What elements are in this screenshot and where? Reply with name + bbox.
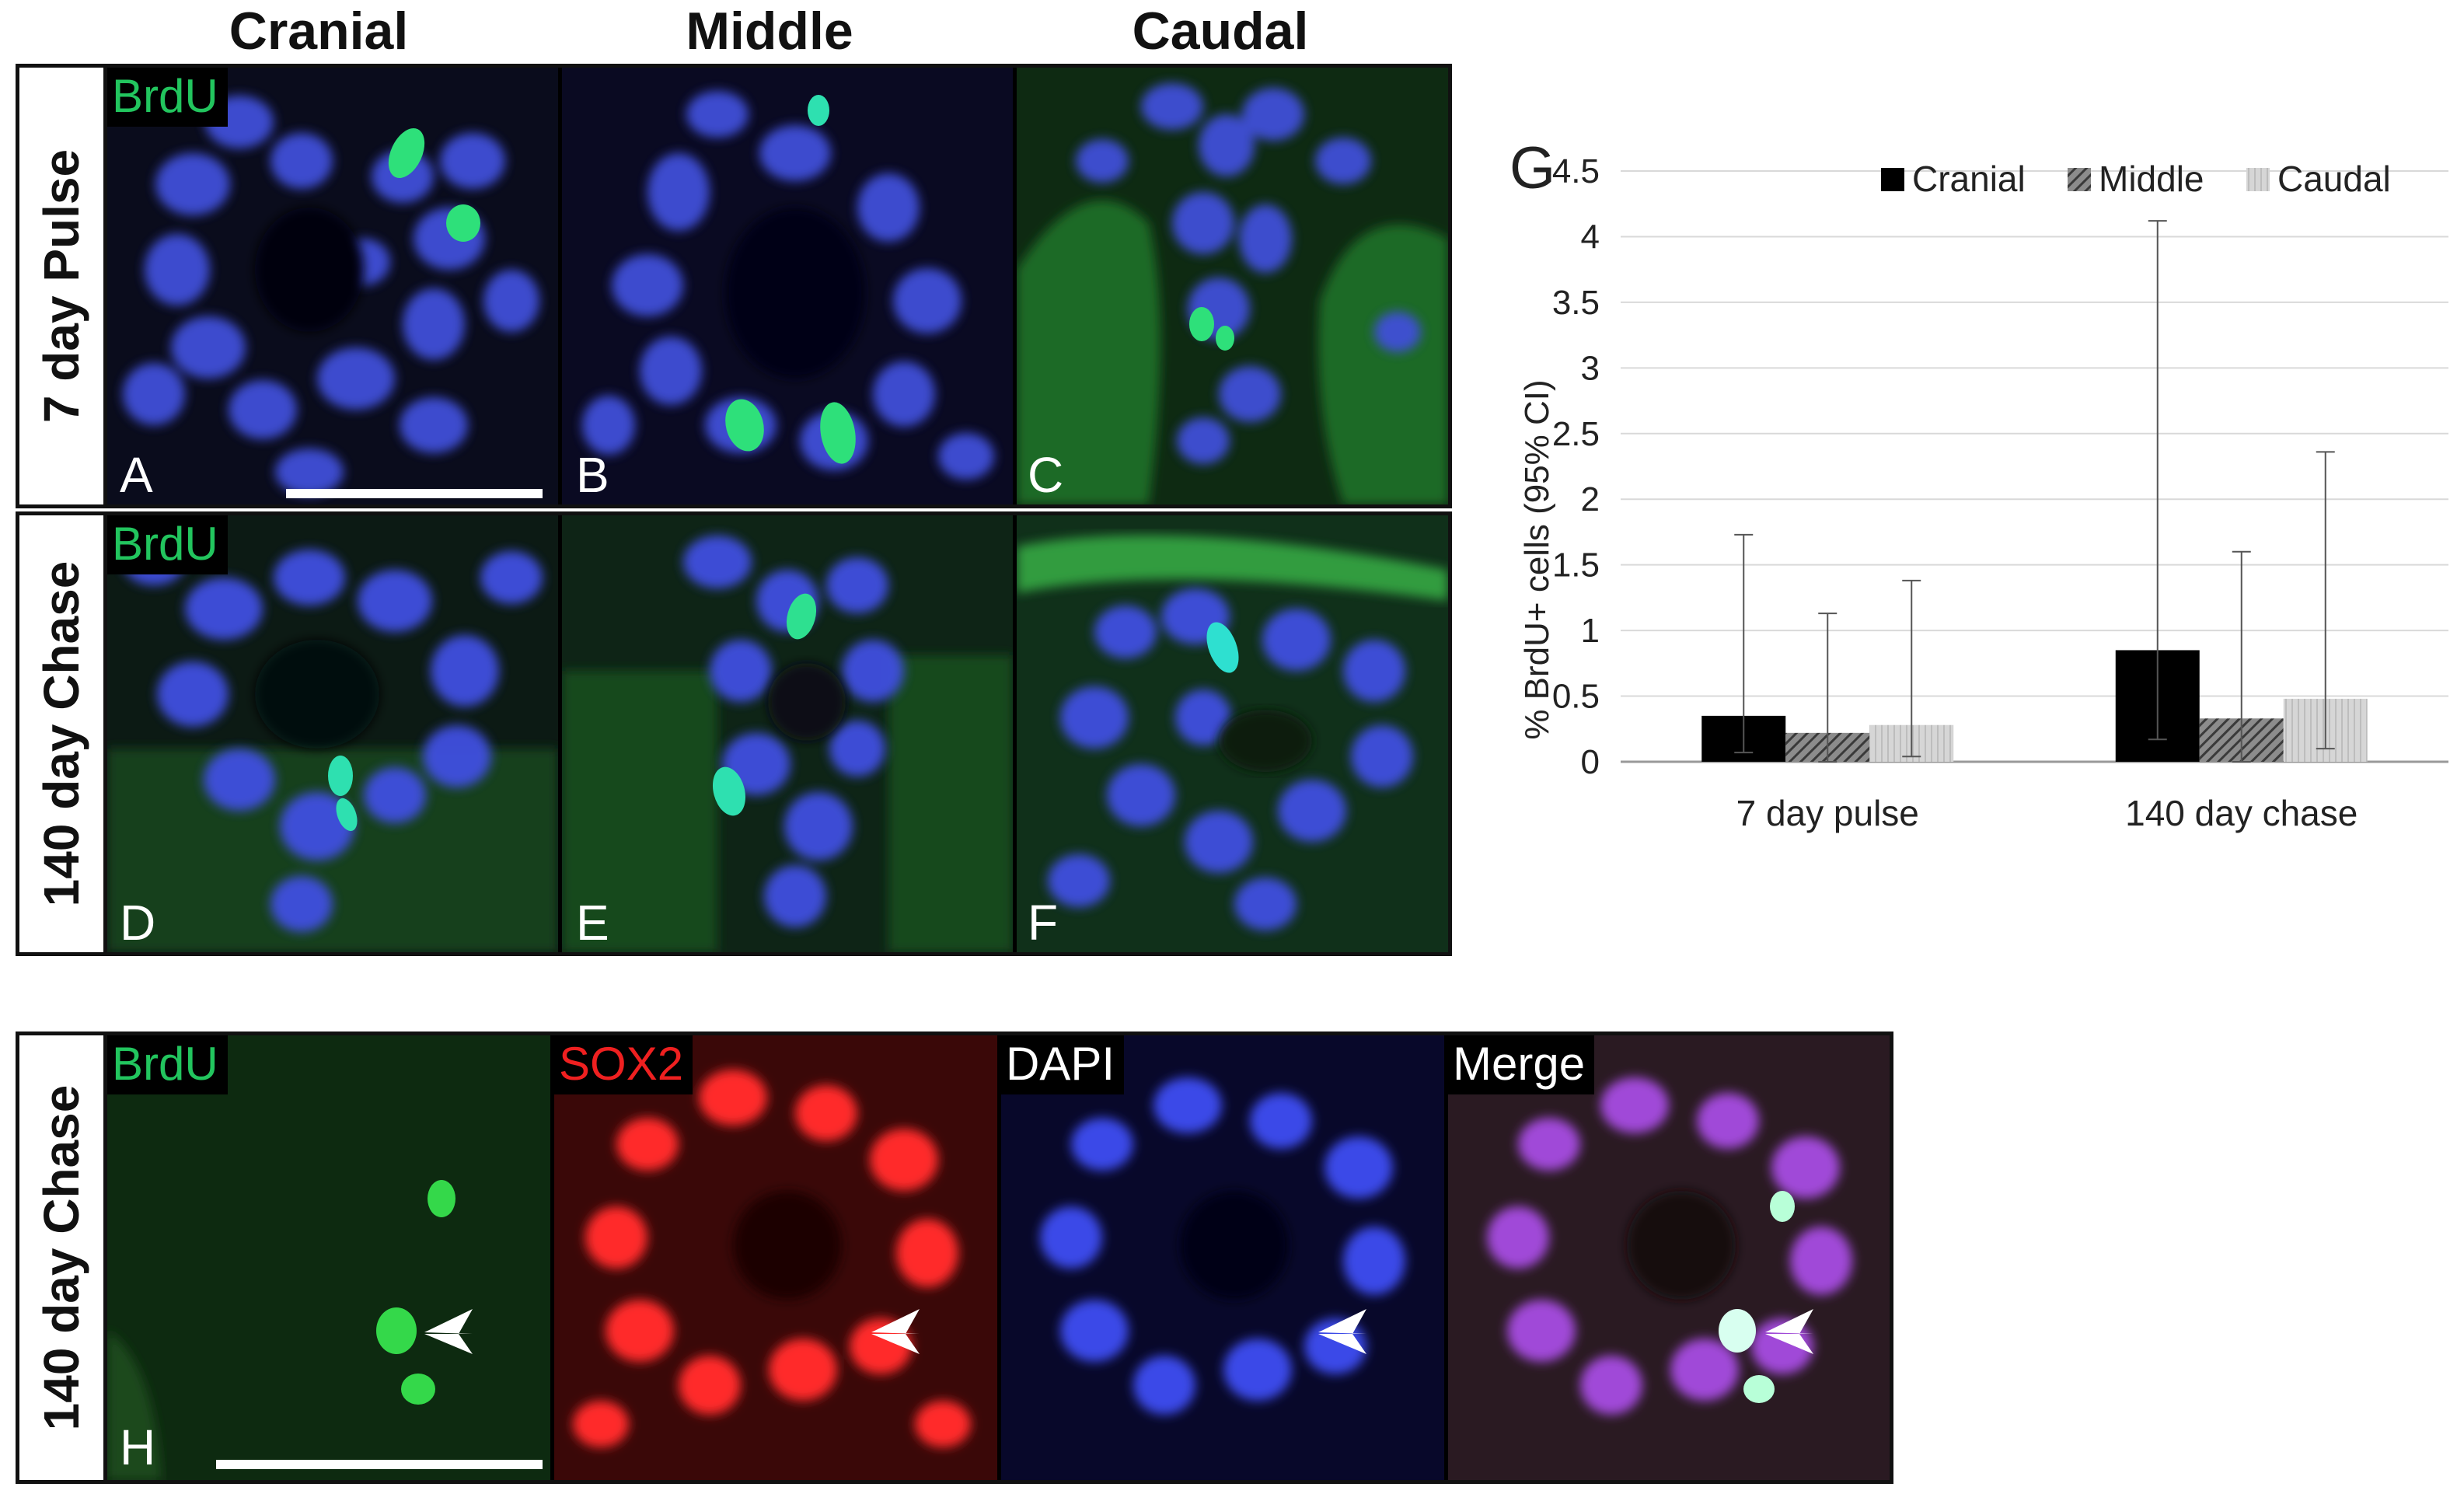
panel-e: E bbox=[562, 515, 1013, 952]
stain-label-sox2: SOX2 bbox=[554, 1035, 693, 1094]
legend-swatch-middle bbox=[2068, 168, 2091, 191]
panel-a: BrdU A bbox=[107, 68, 558, 504]
chase-row-frame: 140 day Chase BrdU D bbox=[16, 511, 1452, 956]
legend-label-middle: Middle bbox=[2099, 159, 2204, 199]
panel-h-merge: Merge bbox=[1448, 1035, 1890, 1480]
scale-bar-h bbox=[216, 1460, 543, 1469]
stain-label-dapi: DAPI bbox=[1001, 1035, 1125, 1094]
y-tick-label: 0.5 bbox=[1552, 678, 1600, 716]
stain-label-brdu: BrdU bbox=[107, 1035, 228, 1094]
bottom-row-frame: 140 day Chase BrdU H bbox=[16, 1032, 1893, 1484]
column-header-cranial: Cranial bbox=[229, 2, 409, 61]
column-header-caudal: Caudal bbox=[1132, 2, 1309, 61]
chase-row-label: 140 day Chase bbox=[33, 560, 89, 907]
bottom-row-label-box: 140 day Chase bbox=[19, 1035, 107, 1480]
category-label: 140 day chase bbox=[2125, 793, 2358, 833]
bottom-row-label: 140 day Chase bbox=[33, 1084, 89, 1431]
panel-f: F bbox=[1017, 515, 1448, 952]
pulse-row-frame: 7 day Pulse BrdU A bbox=[16, 64, 1452, 508]
y-tick-label: 2.5 bbox=[1552, 415, 1600, 453]
pulse-row-label-box: 7 day Pulse bbox=[19, 68, 107, 504]
panel-letter-b: B bbox=[576, 447, 609, 503]
panel-letter-c: C bbox=[1028, 447, 1064, 503]
panel-h-dapi: DAPI bbox=[1001, 1035, 1444, 1480]
y-tick-label: 1.5 bbox=[1552, 546, 1600, 585]
stain-label-merge: Merge bbox=[1448, 1035, 1595, 1094]
panel-letter-d: D bbox=[120, 895, 156, 951]
y-axis-label: % BrdU+ cells (95% CI) bbox=[1518, 379, 1556, 739]
y-tick-label: 4.5 bbox=[1552, 152, 1600, 190]
pulse-row-label: 7 day Pulse bbox=[33, 148, 89, 424]
panel-letter-e: E bbox=[576, 895, 609, 951]
y-tick-label: 3.5 bbox=[1552, 284, 1600, 322]
legend-swatch-cranial bbox=[1881, 168, 1904, 191]
legend-swatch-caudal bbox=[2246, 168, 2270, 191]
panel-b: B bbox=[562, 68, 1013, 504]
panel-h-brdu: BrdU H bbox=[107, 1035, 550, 1480]
y-tick-label: 4 bbox=[1581, 218, 1600, 256]
brdu-bar-chart: G % BrdU+ cells (95% CI) 0 0.5 1 1.5 2 2.5 3 3.… bbox=[1509, 135, 2448, 833]
panel-letter-a: A bbox=[120, 447, 153, 503]
scale-bar bbox=[286, 489, 543, 498]
panel-c: C bbox=[1017, 68, 1448, 504]
panel-letter-f: F bbox=[1028, 895, 1059, 951]
brdu-tag-chase: BrdU bbox=[107, 515, 228, 574]
chart-panel-label: G bbox=[1509, 135, 1555, 201]
panel-d: BrdU D bbox=[107, 515, 558, 952]
chase-row-label-box: 140 day Chase bbox=[19, 515, 107, 952]
y-tick-label: 3 bbox=[1581, 349, 1600, 387]
brdu-tag: BrdU bbox=[107, 68, 228, 127]
legend-label-caudal: Caudal bbox=[2277, 159, 2391, 199]
category-label: 7 day pulse bbox=[1736, 793, 1919, 833]
y-tick-label: 0 bbox=[1581, 743, 1600, 781]
y-tick-label: 1 bbox=[1581, 612, 1600, 650]
legend-label-cranial: Cranial bbox=[1912, 159, 2026, 199]
panel-h-sox2: SOX2 bbox=[554, 1035, 997, 1480]
panel-letter-h: H bbox=[120, 1419, 156, 1475]
column-header-middle: Middle bbox=[686, 2, 853, 61]
y-tick-label: 2 bbox=[1581, 480, 1600, 518]
